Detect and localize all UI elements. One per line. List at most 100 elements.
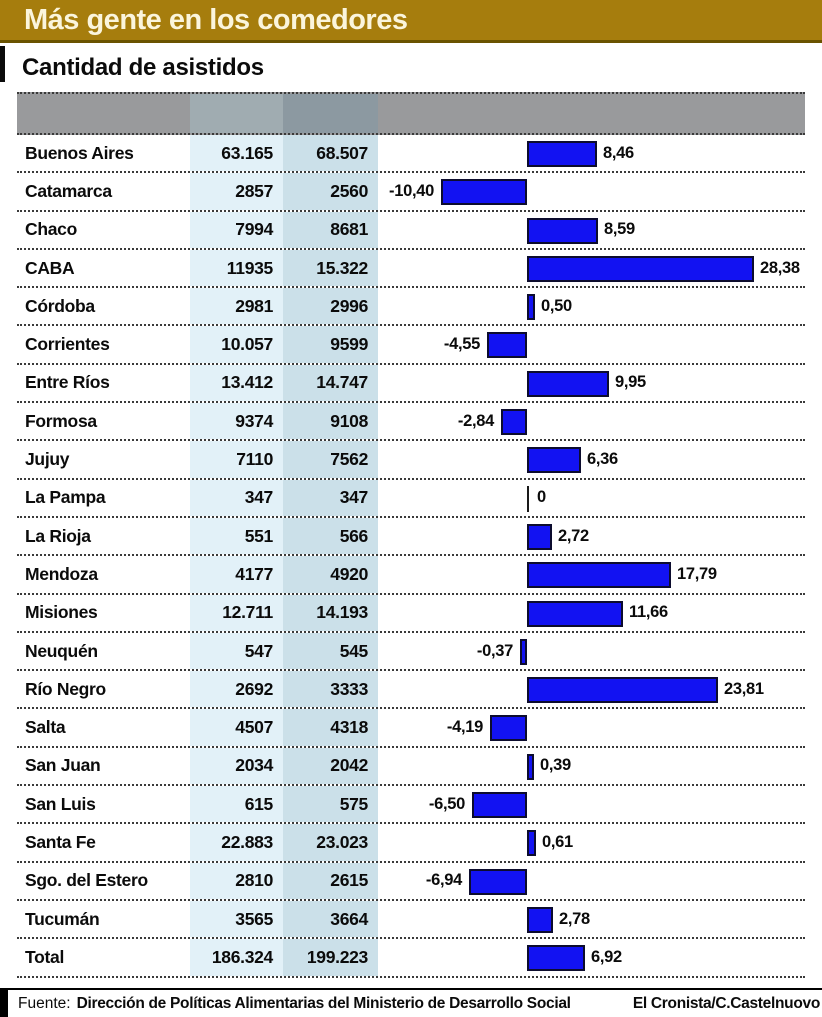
province-name: Santa Fe xyxy=(25,831,96,852)
value-col2: 68.507 xyxy=(283,135,378,172)
province-name: Salta xyxy=(25,717,66,738)
table-row: San Juan 2034 2042 0,39 xyxy=(17,747,805,787)
table-row: Chaco 7994 8681 8,59 xyxy=(17,211,805,250)
bar-area: 0,39 xyxy=(378,748,805,784)
change-bar xyxy=(441,179,527,206)
change-label: 23,81 xyxy=(724,679,764,698)
value-col1: 2981 xyxy=(190,288,283,325)
province-name: San Luis xyxy=(25,793,96,814)
change-label: 9,95 xyxy=(615,373,646,392)
bar-area: 8,59 xyxy=(378,212,805,248)
source-label: Fuente: xyxy=(18,994,71,1012)
value-col1: 3565 xyxy=(190,900,283,938)
bar-area: 0 xyxy=(378,480,805,516)
value-col1: 9374 xyxy=(190,403,283,440)
value-col2: 23.023 xyxy=(283,824,378,861)
table-row: Formosa 9374 9108 -2,84 xyxy=(17,403,805,442)
bar-area: 6,92 xyxy=(378,939,805,975)
footer-accent-bar xyxy=(0,990,8,1017)
value-col1: 2810 xyxy=(190,862,283,899)
table-row: Buenos Aires 63.165 68.507 8,46 xyxy=(17,135,805,174)
province-name: Catamarca xyxy=(25,180,112,201)
change-label: -6,50 xyxy=(428,794,465,813)
value-col2: 14.193 xyxy=(283,594,378,631)
bar-area: -6,50 xyxy=(378,786,805,822)
province-name: San Juan xyxy=(25,755,101,776)
province-name: Corrientes xyxy=(25,334,110,355)
change-label: 17,79 xyxy=(677,564,717,583)
table-row: La Pampa 347 347 0 xyxy=(17,479,805,518)
change-label: -2,84 xyxy=(457,411,494,430)
table-row: Santa Fe 22.883 23.023 0,61 xyxy=(17,824,805,863)
value-col2: 2042 xyxy=(283,747,378,785)
value-col1: 551 xyxy=(190,517,283,555)
change-bar xyxy=(469,868,527,895)
change-bar xyxy=(527,677,718,704)
bar-area: 8,46 xyxy=(378,135,805,171)
province-name: Jujuy xyxy=(25,449,70,470)
source-footer: Fuente: Dirección de Políticas Alimentar… xyxy=(0,988,822,1017)
value-col2: 4920 xyxy=(283,556,378,593)
page-title: Más gente en los comedores xyxy=(24,4,408,36)
value-col2: 15.322 xyxy=(283,249,378,287)
table-row: Tucumán 3565 3664 2,78 xyxy=(17,900,805,940)
change-bar xyxy=(487,332,527,359)
change-bar xyxy=(527,753,534,780)
change-bar xyxy=(527,562,671,589)
table-row: Jujuy 7110 7562 6,36 xyxy=(17,441,805,480)
province-name: La Pampa xyxy=(25,487,106,508)
table-row: Corrientes 10.057 9599 -4,55 xyxy=(17,326,805,365)
value-col2: 2615 xyxy=(283,862,378,899)
value-col1: 22.883 xyxy=(190,824,283,861)
value-col1: 7994 xyxy=(190,211,283,248)
bar-area: 28,38 xyxy=(378,250,805,286)
table-row: Río Negro 2692 3333 23,81 xyxy=(17,671,805,710)
value-col1: 63.165 xyxy=(190,135,283,172)
table-row: Mendoza 4177 4920 17,79 xyxy=(17,556,805,595)
value-col1: 2034 xyxy=(190,747,283,785)
change-label: 0,61 xyxy=(542,832,573,851)
value-col2: 3664 xyxy=(283,900,378,938)
change-bar xyxy=(527,906,553,933)
value-col2: 545 xyxy=(283,632,378,670)
change-bar xyxy=(472,792,527,819)
value-col1: 2692 xyxy=(190,671,283,708)
change-label: -6,94 xyxy=(425,871,462,890)
bar-area: 23,81 xyxy=(378,671,805,707)
bar-area: 9,95 xyxy=(378,365,805,401)
source-text: Dirección de Políticas Alimentarias del … xyxy=(76,994,571,1012)
chart-subtitle: Cantidad de asistidos xyxy=(22,53,264,81)
change-label: 0,39 xyxy=(540,756,571,775)
province-name: Buenos Aires xyxy=(25,142,134,163)
value-col1: 4177 xyxy=(190,556,283,593)
title-bar: Más gente en los comedores xyxy=(0,0,822,43)
bar-area: 6,36 xyxy=(378,441,805,477)
bar-area: -4,55 xyxy=(378,326,805,362)
value-col2: 9599 xyxy=(283,326,378,363)
change-bar xyxy=(520,638,527,665)
change-bar xyxy=(527,945,585,972)
change-bar xyxy=(527,370,609,397)
value-col2: 575 xyxy=(283,786,378,823)
change-bar xyxy=(527,830,536,857)
table-row: CABA 11935 15.322 28,38 xyxy=(17,249,805,289)
change-bar xyxy=(527,217,598,244)
bar-area: 0,50 xyxy=(378,288,805,324)
value-col1: 615 xyxy=(190,786,283,823)
value-col2: 8681 xyxy=(283,211,378,248)
value-col2: 3333 xyxy=(283,671,378,708)
change-label: -10,40 xyxy=(389,181,434,200)
table-row: Misiones 12.711 14.193 11,66 xyxy=(17,594,805,633)
value-col2: 14.747 xyxy=(283,364,378,402)
change-label: -4,55 xyxy=(443,335,480,354)
value-col2: 7562 xyxy=(283,441,378,478)
table-row: Entre Ríos 13.412 14.747 9,95 xyxy=(17,364,805,404)
credit-text: El Cronista/C.Castelnuovo xyxy=(632,994,820,1012)
change-bar xyxy=(527,485,529,512)
province-name: La Rioja xyxy=(25,525,91,546)
change-bar xyxy=(527,141,597,167)
change-label: -4,19 xyxy=(446,718,483,737)
subtitle-row: Cantidad de asistidos xyxy=(0,43,822,92)
change-label: 8,46 xyxy=(603,143,634,162)
